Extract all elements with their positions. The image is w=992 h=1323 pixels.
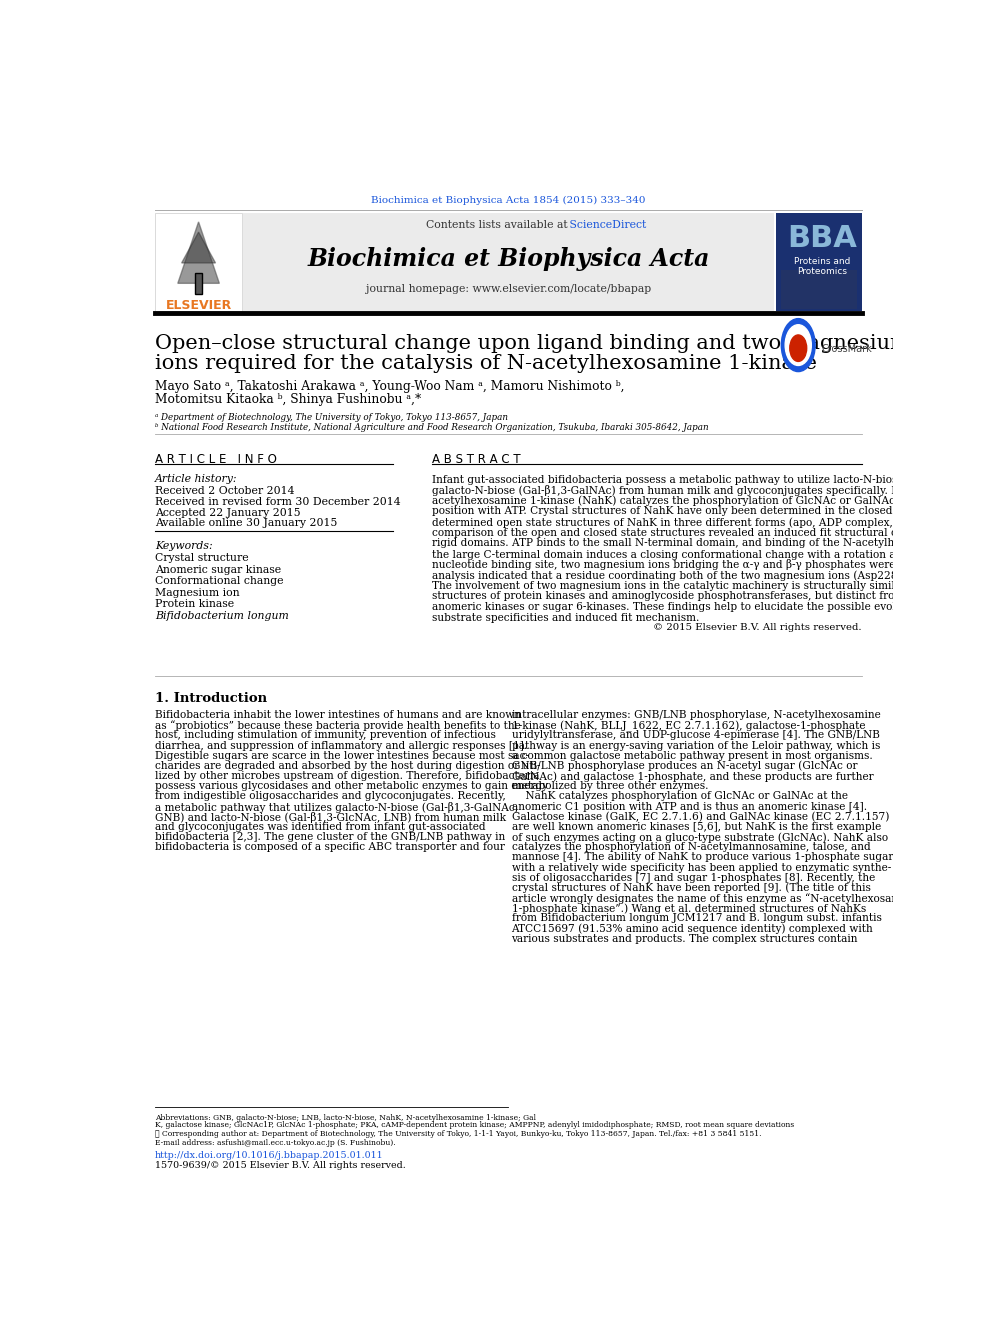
Text: intracellular enzymes: GNB/LNB phosphorylase, N-acetylhexosamine: intracellular enzymes: GNB/LNB phosphory… bbox=[512, 710, 880, 720]
Text: comparison of the open and closed state structures revealed an induced fit struc: comparison of the open and closed state … bbox=[432, 528, 992, 537]
Text: lized by other microbes upstream of digestion. Therefore, bifidobacteria: lized by other microbes upstream of dige… bbox=[155, 771, 540, 781]
Text: Bifidobacterium longum: Bifidobacterium longum bbox=[155, 611, 289, 620]
Text: ᵃ Department of Biotechnology, The University of Tokyo, Tokyo 113-8657, Japan: ᵃ Department of Biotechnology, The Unive… bbox=[155, 413, 508, 422]
Text: from Bifidobacterium longum JCM1217 and B. longum subst. infantis: from Bifidobacterium longum JCM1217 and … bbox=[512, 913, 881, 923]
Text: determined open state structures of NahK in three different forms (apo, ADP comp: determined open state structures of NahK… bbox=[432, 517, 992, 528]
Text: crystal structures of NahK have been reported [9]. (The title of this: crystal structures of NahK have been rep… bbox=[512, 882, 870, 893]
Text: a metabolic pathway that utilizes galacto-N-biose (Gal-β1,3-GalNAc,: a metabolic pathway that utilizes galact… bbox=[155, 802, 518, 812]
Text: bifidobacteria is composed of a specific ABC transporter and four: bifidobacteria is composed of a specific… bbox=[155, 843, 505, 852]
Text: GNB/LNB phosphorylase produces an N-acetyl sugar (GlcNAc or: GNB/LNB phosphorylase produces an N-acet… bbox=[512, 761, 857, 771]
Text: http://dx.doi.org/10.1016/j.bbapap.2015.01.011: http://dx.doi.org/10.1016/j.bbapap.2015.… bbox=[155, 1151, 384, 1159]
FancyBboxPatch shape bbox=[155, 213, 242, 311]
Text: Biochimica et Biophysica Acta 1854 (2015) 333–340: Biochimica et Biophysica Acta 1854 (2015… bbox=[371, 196, 646, 205]
Text: the large C-terminal domain induces a closing conformational change with a rotat: the large C-terminal domain induces a cl… bbox=[432, 549, 992, 560]
Text: Digestible sugars are scarce in the lower intestines because most sac-: Digestible sugars are scarce in the lowe… bbox=[155, 750, 529, 761]
Polygon shape bbox=[178, 222, 219, 283]
FancyBboxPatch shape bbox=[776, 213, 862, 311]
Text: ions required for the catalysis of N-acetylhexosamine 1-kinase: ions required for the catalysis of N-ace… bbox=[155, 355, 817, 373]
Text: CrossMark: CrossMark bbox=[821, 344, 872, 353]
Text: Anomeric sugar kinase: Anomeric sugar kinase bbox=[155, 565, 281, 574]
Text: ELSEVIER: ELSEVIER bbox=[166, 299, 232, 312]
Text: possess various glycosidases and other metabolic enzymes to gain energy: possess various glycosidases and other m… bbox=[155, 781, 548, 791]
Text: sis of oligosaccharides [7] and sugar 1-phosphates [8]. Recently, the: sis of oligosaccharides [7] and sugar 1-… bbox=[512, 873, 875, 882]
Text: 1-phosphate kinase”.) Wang et al. determined structures of NahKs: 1-phosphate kinase”.) Wang et al. determ… bbox=[512, 904, 866, 914]
Text: various substrates and products. The complex structures contain: various substrates and products. The com… bbox=[512, 934, 858, 943]
Text: Keywords:: Keywords: bbox=[155, 541, 212, 552]
Text: Infant gut-associated bifidobacteria possess a metabolic pathway to utilize lact: Infant gut-associated bifidobacteria pos… bbox=[432, 475, 992, 486]
Text: Bifidobacteria inhabit the lower intestines of humans and are known: Bifidobacteria inhabit the lower intesti… bbox=[155, 710, 521, 720]
Text: A R T I C L E   I N F O: A R T I C L E I N F O bbox=[155, 452, 277, 466]
Text: ᵇ National Food Research Institute, National Agriculture and Food Research Organ: ᵇ National Food Research Institute, Nati… bbox=[155, 423, 708, 431]
Text: Protein kinase: Protein kinase bbox=[155, 599, 234, 609]
Text: Conformational change: Conformational change bbox=[155, 576, 284, 586]
Text: A B S T R A C T: A B S T R A C T bbox=[432, 452, 520, 466]
Text: The involvement of two magnesium ions in the catalytic machinery is structurally: The involvement of two magnesium ions in… bbox=[432, 581, 989, 591]
Text: journal homepage: www.elsevier.com/locate/bbapap: journal homepage: www.elsevier.com/locat… bbox=[366, 284, 651, 294]
Text: from indigestible oligosaccharides and glycoconjugates. Recently,: from indigestible oligosaccharides and g… bbox=[155, 791, 506, 802]
Text: are well known anomeric kinases [5,6], but NahK is the first example: are well known anomeric kinases [5,6], b… bbox=[512, 822, 881, 832]
FancyBboxPatch shape bbox=[782, 270, 857, 308]
Text: charides are degraded and absorbed by the host during digestion or uti-: charides are degraded and absorbed by th… bbox=[155, 761, 541, 771]
Text: and glycoconjugates was identified from infant gut-associated: and glycoconjugates was identified from … bbox=[155, 822, 486, 832]
Ellipse shape bbox=[782, 319, 815, 372]
Text: GNB) and lacto-N-biose (Gal-β1,3-GlcNAc, LNB) from human milk: GNB) and lacto-N-biose (Gal-β1,3-GlcNAc,… bbox=[155, 812, 506, 823]
Text: Mayo Sato ᵃ, Takatoshi Arakawa ᵃ, Young-Woo Nam ᵃ, Mamoru Nishimoto ᵇ,: Mayo Sato ᵃ, Takatoshi Arakawa ᵃ, Young-… bbox=[155, 380, 625, 393]
Text: Galactose kinase (GalK, EC 2.7.1.6) and GalNAc kinase (EC 2.7.1.157): Galactose kinase (GalK, EC 2.7.1.6) and … bbox=[512, 812, 889, 822]
Text: 1-kinase (NahK, BLLJ_1622, EC 2.7.1.162), galactose-1-phosphate: 1-kinase (NahK, BLLJ_1622, EC 2.7.1.162)… bbox=[512, 720, 865, 732]
Text: with a relatively wide specificity has been applied to enzymatic synthe-: with a relatively wide specificity has b… bbox=[512, 863, 891, 873]
Text: Open–close structural change upon ligand binding and two magnesium: Open–close structural change upon ligand… bbox=[155, 335, 910, 353]
Text: position with ATP. Crystal structures of NahK have only been determined in the c: position with ATP. Crystal structures of… bbox=[432, 507, 992, 516]
Text: 1. Introduction: 1. Introduction bbox=[155, 692, 267, 705]
Text: analysis indicated that a residue coordinating both of the two magnesium ions (A: analysis indicated that a residue coordi… bbox=[432, 570, 992, 581]
Text: catalyzes the phosphorylation of N-acetylmannosamine, talose, and: catalyzes the phosphorylation of N-acety… bbox=[512, 843, 870, 852]
Text: Abbreviations: GNB, galacto-N-biose; LNB, lacto-N-biose, NahK, N-acetylhexosamin: Abbreviations: GNB, galacto-N-biose; LNB… bbox=[155, 1114, 536, 1122]
Text: mannose [4]. The ability of NahK to produce various 1-phosphate sugars: mannose [4]. The ability of NahK to prod… bbox=[512, 852, 898, 863]
Text: K, galactose kinase; GlcNAc1P, GlcNAc 1-phosphate; PKA, cAMP-dependent protein k: K, galactose kinase; GlcNAc1P, GlcNAc 1-… bbox=[155, 1122, 795, 1130]
Text: pathway is an energy-saving variation of the Leloir pathway, which is: pathway is an energy-saving variation of… bbox=[512, 741, 880, 750]
Text: a common galactose metabolic pathway present in most organisms.: a common galactose metabolic pathway pre… bbox=[512, 750, 872, 761]
Text: Biochimica et Biophysica Acta: Biochimica et Biophysica Acta bbox=[308, 247, 709, 271]
Text: © 2015 Elsevier B.V. All rights reserved.: © 2015 Elsevier B.V. All rights reserved… bbox=[653, 623, 862, 632]
Text: Article history:: Article history: bbox=[155, 475, 237, 484]
Text: acetylhexosamine 1-kinase (NahK) catalyzes the phosphorylation of GlcNAc or GalN: acetylhexosamine 1-kinase (NahK) catalyz… bbox=[432, 496, 992, 507]
Text: substrate specificities and induced fit mechanism.: substrate specificities and induced fit … bbox=[432, 613, 699, 623]
Text: ★ Corresponding author at: Department of Biotechnology, The University of Tokyo,: ★ Corresponding author at: Department of… bbox=[155, 1130, 762, 1139]
Text: Received 2 October 2014: Received 2 October 2014 bbox=[155, 486, 295, 496]
Text: galacto-N-biose (Gal-β1,3-GalNAc) from human milk and glycoconjugates specifical: galacto-N-biose (Gal-β1,3-GalNAc) from h… bbox=[432, 486, 991, 496]
Text: rigid domains. ATP binds to the small N-terminal domain, and binding of the N-ac: rigid domains. ATP binds to the small N-… bbox=[432, 538, 992, 548]
Text: anomeric kinases or sugar 6-kinases. These findings help to elucidate the possib: anomeric kinases or sugar 6-kinases. The… bbox=[432, 602, 992, 613]
Text: diarrhea, and suppression of inflammatory and allergic responses [1].: diarrhea, and suppression of inflammator… bbox=[155, 741, 528, 750]
Text: Proteins and: Proteins and bbox=[794, 257, 850, 266]
FancyBboxPatch shape bbox=[194, 273, 202, 294]
Text: Magnesium ion: Magnesium ion bbox=[155, 587, 240, 598]
Text: Crystal structure: Crystal structure bbox=[155, 553, 249, 564]
Text: uridylyltransferase, and UDP-glucose 4-epimerase [4]. The GNB/LNB: uridylyltransferase, and UDP-glucose 4-e… bbox=[512, 730, 879, 741]
Ellipse shape bbox=[790, 335, 806, 361]
Text: Motomitsu Kitaoka ᵇ, Shinya Fushinobu ᵃ,*: Motomitsu Kitaoka ᵇ, Shinya Fushinobu ᵃ,… bbox=[155, 393, 422, 406]
Text: 1570-9639/© 2015 Elsevier B.V. All rights reserved.: 1570-9639/© 2015 Elsevier B.V. All right… bbox=[155, 1162, 406, 1171]
Text: Available online 30 January 2015: Available online 30 January 2015 bbox=[155, 519, 337, 528]
Text: anomeric C1 position with ATP and is thus an anomeric kinase [4].: anomeric C1 position with ATP and is thu… bbox=[512, 802, 867, 811]
Text: as “probiotics” because these bacteria provide health benefits to the: as “probiotics” because these bacteria p… bbox=[155, 720, 521, 732]
FancyBboxPatch shape bbox=[243, 213, 774, 311]
Text: ScienceDirect: ScienceDirect bbox=[427, 220, 647, 230]
Text: of such enzymes acting on a gluco-type substrate (GlcNAc). NahK also: of such enzymes acting on a gluco-type s… bbox=[512, 832, 888, 843]
Ellipse shape bbox=[786, 324, 811, 365]
Text: bifidobacteria [2,3]. The gene cluster of the GNB/LNB pathway in: bifidobacteria [2,3]. The gene cluster o… bbox=[155, 832, 505, 841]
Text: metabolized by three other enzymes.: metabolized by three other enzymes. bbox=[512, 781, 708, 791]
Polygon shape bbox=[182, 232, 215, 263]
Text: Received in revised form 30 December 2014: Received in revised form 30 December 201… bbox=[155, 497, 401, 507]
Text: Contents lists available at: Contents lists available at bbox=[427, 220, 571, 230]
Text: Proteomics: Proteomics bbox=[798, 266, 847, 275]
Text: Accepted 22 January 2015: Accepted 22 January 2015 bbox=[155, 508, 301, 517]
Text: BBA: BBA bbox=[788, 224, 857, 253]
Text: nucleotide binding site, two magnesium ions bridging the α-γ and β-γ phosphates : nucleotide binding site, two magnesium i… bbox=[432, 560, 992, 570]
Text: host, including stimulation of immunity, prevention of infectious: host, including stimulation of immunity,… bbox=[155, 730, 496, 741]
Text: ATCC15697 (91.53% amino acid sequence identity) complexed with: ATCC15697 (91.53% amino acid sequence id… bbox=[512, 923, 873, 934]
Text: E-mail address: asfushi@mail.ecc.u-tokyo.ac.jp (S. Fushinobu).: E-mail address: asfushi@mail.ecc.u-tokyo… bbox=[155, 1139, 396, 1147]
Text: NahK catalyzes phosphorylation of GlcNAc or GalNAc at the: NahK catalyzes phosphorylation of GlcNAc… bbox=[512, 791, 847, 802]
Text: structures of protein kinases and aminoglycoside phosphotransferases, but distin: structures of protein kinases and aminog… bbox=[432, 591, 992, 602]
Text: GalNAc) and galactose 1-phosphate, and these products are further: GalNAc) and galactose 1-phosphate, and t… bbox=[512, 771, 873, 782]
Text: article wrongly designates the name of this enzyme as “N-acetylhexosamine: article wrongly designates the name of t… bbox=[512, 893, 917, 904]
